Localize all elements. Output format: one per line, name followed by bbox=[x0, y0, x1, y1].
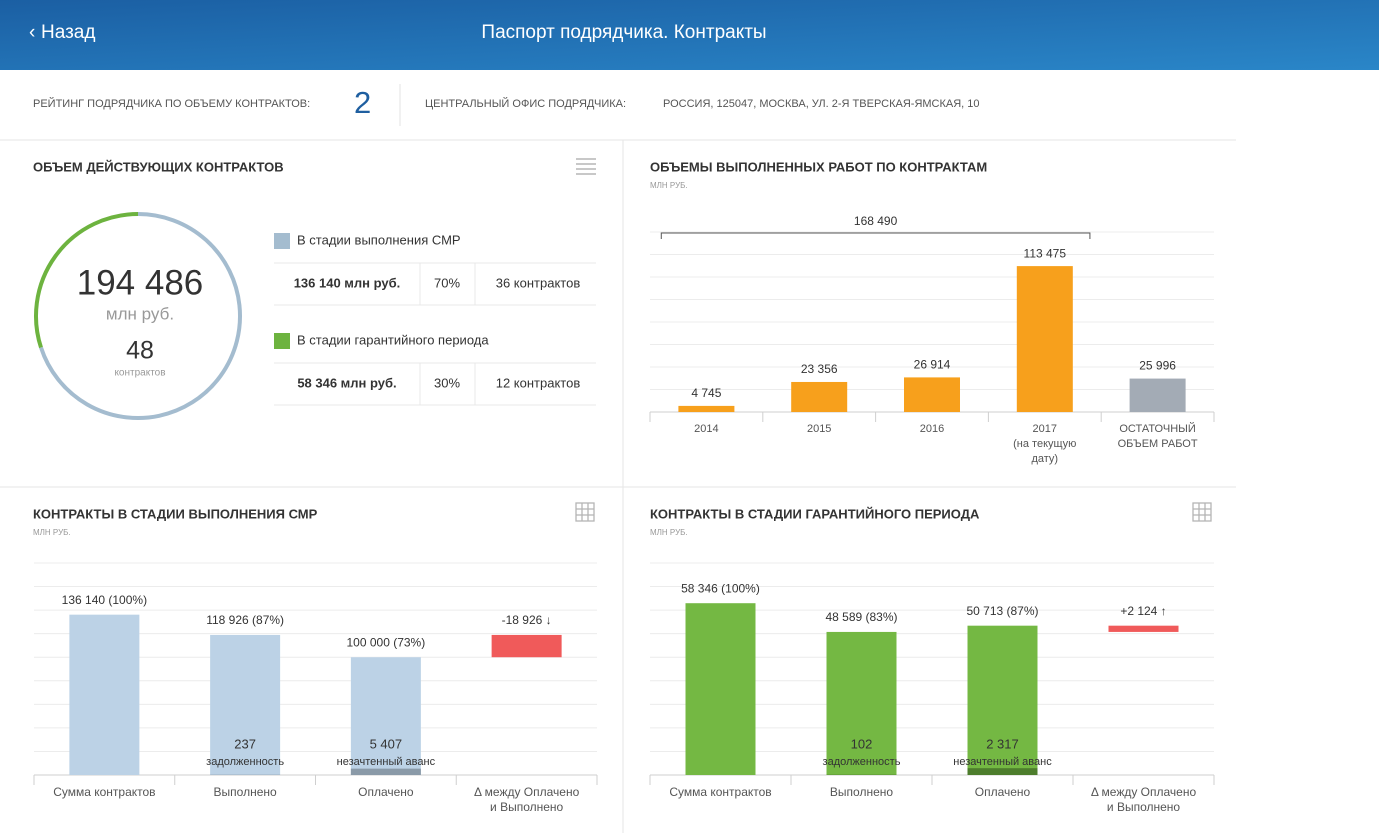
bar bbox=[69, 614, 140, 775]
amount: 136 140 млн руб. bbox=[294, 275, 401, 290]
value-label: 26 914 bbox=[914, 358, 951, 372]
x-tick-label: Сумма контрактов bbox=[669, 785, 772, 799]
value-label: 118 926 (87%) bbox=[206, 613, 284, 627]
bar bbox=[1129, 378, 1186, 412]
x-tick-label: 2017 (на текущую дату) bbox=[1013, 423, 1077, 465]
back-button[interactable]: Назад bbox=[41, 22, 95, 43]
value-label: 58 346 (100%) bbox=[681, 581, 760, 595]
bar bbox=[904, 377, 960, 412]
office-label: ЦЕНТРАЛЬНЫЙ ОФИС ПОДРЯДЧИКА: bbox=[425, 97, 626, 110]
sub-name: незачтенный аванс bbox=[337, 756, 436, 768]
value-label: -18 926 ↓ bbox=[502, 613, 552, 627]
value-label: 4 745 bbox=[691, 386, 721, 400]
sub-value-label: 5 407 bbox=[370, 736, 403, 751]
panel-title: ОБЪЕМ ДЕЙСТВУЮЩИХ КОНТРАКТОВ bbox=[33, 159, 284, 174]
office-value: РОССИЯ, 125047, МОСКВА, УЛ. 2-Я ТВЕРСКАЯ… bbox=[663, 98, 980, 110]
x-tick-label: ОСТАТОЧНЫЙ ОБЪЕМ РАБОТ bbox=[1117, 423, 1198, 450]
bar bbox=[678, 405, 735, 412]
amount: 58 346 млн руб. bbox=[297, 375, 396, 390]
contracts: 36 контрактов bbox=[496, 275, 581, 290]
sub-value-label: 102 bbox=[851, 736, 873, 751]
x-tick-label: Выполнено bbox=[213, 785, 277, 799]
total-value: 194 486 bbox=[77, 263, 204, 302]
chart-subtitle: МЛН РУБ. bbox=[650, 181, 688, 190]
donut-arc bbox=[39, 212, 242, 420]
chart-title: ОБЪЕМЫ ВЫПОЛНЕННЫХ РАБОТ ПО КОНТРАКТАМ bbox=[650, 159, 987, 174]
bar bbox=[685, 603, 756, 775]
chart-subtitle: МЛН РУБ. bbox=[650, 528, 688, 537]
value-label: 50 713 (87%) bbox=[966, 604, 1038, 618]
bar bbox=[1108, 625, 1179, 632]
sub-bar bbox=[350, 768, 421, 775]
x-tick-label: 2016 bbox=[919, 423, 945, 435]
value-label: 23 356 bbox=[801, 362, 838, 376]
count-unit: контрактов bbox=[114, 368, 165, 379]
x-tick-label: 2014 bbox=[694, 423, 719, 435]
bracket bbox=[660, 232, 1091, 239]
bar bbox=[791, 381, 848, 412]
contracts: 12 контрактов bbox=[496, 375, 581, 390]
bar bbox=[1016, 266, 1073, 412]
value-label: +2 124 ↑ bbox=[1120, 604, 1166, 618]
back-arrow[interactable]: ‹ bbox=[29, 22, 35, 43]
page-title: Паспорт подрядчика. Контракты bbox=[481, 22, 766, 43]
legend-label: В стадии гарантийного периода bbox=[297, 332, 489, 347]
x-tick-label: 2015 bbox=[806, 423, 832, 435]
value-label: 48 589 (83%) bbox=[825, 610, 897, 624]
chart-subtitle: МЛН РУБ. bbox=[33, 528, 71, 537]
sub-value-label: 2 317 bbox=[986, 736, 1019, 751]
share: 30% bbox=[434, 375, 460, 390]
legend-swatch bbox=[274, 233, 290, 249]
sub-name: незачтенный аванс bbox=[953, 756, 1052, 768]
chart-title: КОНТРАКТЫ В СТАДИИ ВЫПОЛНЕНИЯ СМР bbox=[33, 506, 318, 521]
x-tick-label: Оплачено bbox=[974, 785, 1031, 799]
x-tick-label: Δ между Оплачено и Выполнено bbox=[1090, 785, 1197, 814]
value-label: 100 000 (73%) bbox=[347, 635, 426, 649]
header-bar bbox=[0, 0, 1379, 70]
table-icon[interactable] bbox=[575, 502, 595, 522]
sub-bar bbox=[967, 768, 1038, 775]
bar bbox=[491, 634, 562, 658]
table-icon[interactable] bbox=[1192, 502, 1212, 522]
sub-value-label: 237 bbox=[234, 736, 256, 751]
sub-name: задолженность bbox=[823, 756, 901, 768]
bar bbox=[826, 631, 897, 775]
rating-value: 2 bbox=[354, 85, 371, 120]
bar bbox=[350, 657, 421, 775]
legend-label: В стадии выполнения СМР bbox=[297, 232, 461, 247]
total-unit: млн руб. bbox=[106, 304, 174, 323]
share: 70% bbox=[434, 275, 460, 290]
legend-swatch bbox=[274, 333, 290, 349]
rating-label: РЕЙТИНГ ПОДРЯДЧИКА ПО ОБЪЕМУ КОНТРАКТОВ: bbox=[33, 97, 310, 110]
bar bbox=[967, 625, 1038, 775]
x-tick-label: Сумма контрактов bbox=[53, 785, 156, 799]
sub-name: задолженность bbox=[206, 756, 284, 768]
donut-arc bbox=[34, 212, 139, 349]
annotation: 168 490 bbox=[854, 214, 898, 228]
x-tick-label: Оплачено bbox=[358, 785, 414, 799]
count-value: 48 bbox=[126, 337, 154, 365]
x-tick-label: Δ между Оплачено и Выполнено bbox=[473, 785, 580, 814]
value-label: 25 996 bbox=[1139, 359, 1176, 373]
x-tick-label: Выполнено bbox=[829, 785, 894, 799]
bar bbox=[210, 634, 281, 775]
chart-title: КОНТРАКТЫ В СТАДИИ ГАРАНТИЙНОГО ПЕРИОДА bbox=[650, 506, 980, 521]
list-icon[interactable] bbox=[576, 158, 596, 175]
value-label: 113 475 bbox=[1024, 246, 1067, 260]
value-label: 136 140 (100%) bbox=[62, 593, 147, 607]
